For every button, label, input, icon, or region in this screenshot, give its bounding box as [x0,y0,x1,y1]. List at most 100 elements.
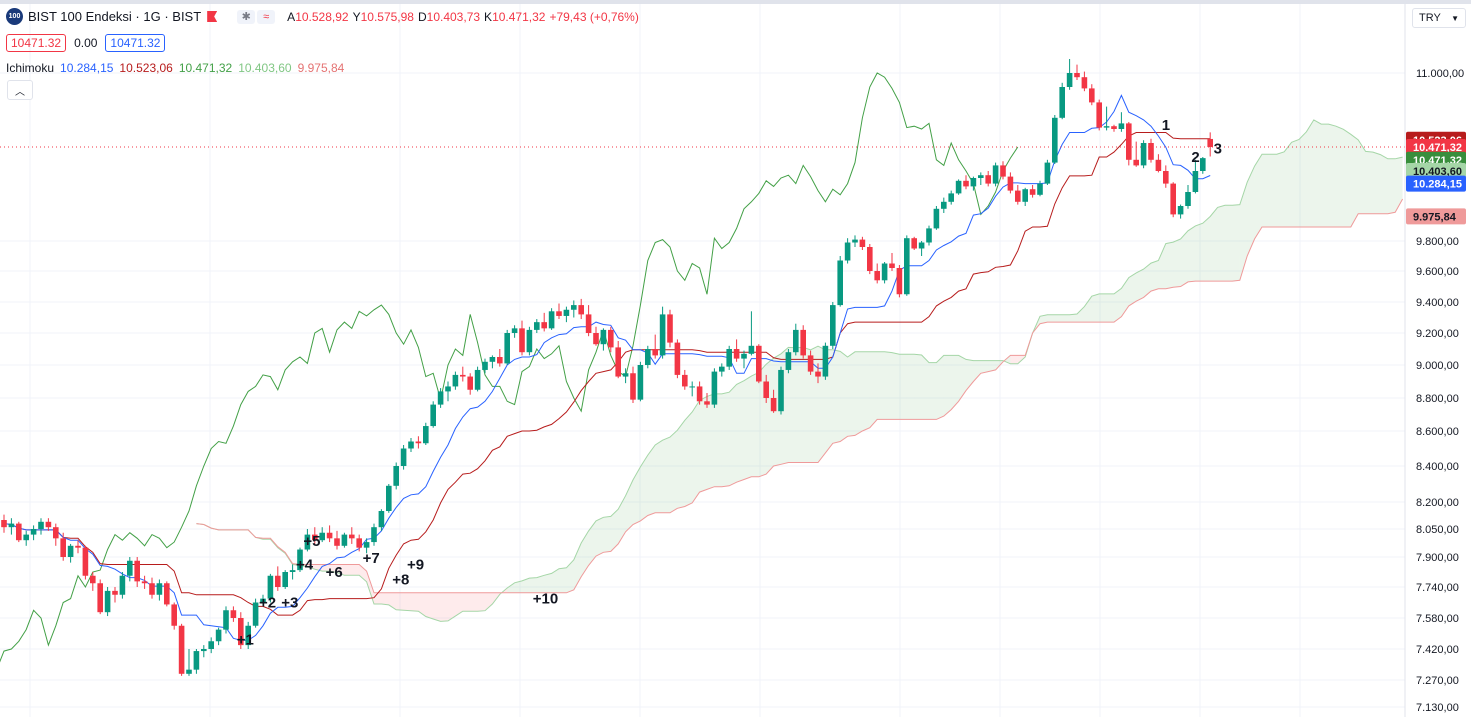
candle [30,525,37,541]
candle-body [1140,143,1147,166]
cloud-segment [921,355,929,420]
candle-body [1207,138,1213,148]
candle [756,344,762,384]
candle-body [867,247,873,271]
candle-body [201,649,207,652]
y-tick-label: 9.000,00 [1416,360,1459,372]
sell-price-button[interactable]: 10471.32 [6,34,67,52]
snowflake-icon[interactable]: ✱ [237,9,256,24]
candle-body [186,669,192,674]
candle-body [785,352,792,370]
wave-label: 2 [1191,149,1199,166]
candle-body [541,322,547,329]
candle-body [704,401,710,405]
candle [830,302,836,349]
cloud-segment [840,351,848,442]
candle-body [1148,143,1154,160]
candle-body [622,373,629,377]
candle [992,162,999,187]
candle [1148,138,1154,163]
cloud-segment [514,580,522,593]
cloud-segment [1136,269,1144,302]
candle [1185,185,1191,209]
wave-label: +4 [296,557,314,574]
candles [1,59,1213,676]
candle [341,532,348,548]
cloud-segment [522,578,530,593]
candle [112,587,118,603]
approx-icon[interactable]: ≈ [257,9,276,24]
candle-body [659,314,666,356]
candle [985,171,991,187]
candle [186,649,192,676]
cloud-segment [1350,134,1359,227]
symbol-title[interactable]: BIST 100 Endeksi · 1G · BIST [28,9,202,24]
candle-body [1007,176,1014,191]
cloud-segment [1276,151,1285,227]
candle-body [896,268,903,295]
cloud-segment [359,564,367,582]
candle [526,326,533,356]
candle [282,570,288,589]
candle [104,587,111,617]
candle [741,350,747,369]
cloud-segment [662,437,670,513]
y-tick-label: 7.420,00 [1416,644,1459,656]
candle-body [948,193,954,202]
candle [304,529,311,552]
candle [696,381,703,405]
collapse-legend-button[interactable]: ︿ [7,80,33,100]
candle-body [652,349,658,356]
candle-body [156,583,163,595]
candle [874,263,880,284]
candle [548,308,555,330]
bist-logo[interactable]: 100 [6,8,23,25]
cloud-segment [655,440,663,513]
candle-body [415,441,422,444]
candle-body [1163,171,1169,184]
candle [970,176,977,191]
indicator-name[interactable]: Ichimoku [6,61,55,75]
candle-body [1170,183,1176,215]
cloud-segment [329,564,337,573]
candle [312,527,318,544]
cloud-segment [1047,314,1055,323]
buy-price-button[interactable]: 10471.32 [105,34,166,52]
candle [1177,204,1184,219]
candle-body [252,602,259,626]
cloud-segment [714,393,722,487]
candle-body [563,309,570,316]
cloud-segment [951,355,959,410]
candle-body [793,329,799,353]
high-value: 10.575,98 [360,9,414,24]
candle [682,369,688,390]
flag-icon[interactable] [207,11,218,22]
candle [297,547,303,572]
candle [563,306,570,323]
currency-select[interactable]: TRY ▼ [1412,8,1466,28]
candle [45,518,52,531]
price-tag-box [1406,139,1466,156]
candle-body [45,521,52,528]
wave-label: +10 [533,591,558,608]
price-tag: 10.471,32 [1406,139,1466,156]
y-tick-label: 9.800,00 [1416,236,1459,248]
candle-body [630,373,636,400]
candle [593,326,599,346]
candle-body [97,583,103,613]
cloud-segment [973,360,981,382]
candle-body [275,575,281,587]
candle-body [852,239,858,243]
candle-body [1155,159,1162,171]
cloud-segment [766,358,774,475]
y-tick-label: 7.270,00 [1416,675,1459,687]
candle-body [963,180,969,187]
candle-body [955,180,962,194]
cloud-segment [684,412,693,507]
candle [193,649,200,674]
spread-value: 0.00 [74,36,98,50]
cloud-segment [803,347,811,463]
candle-body [881,263,888,281]
candle [1074,64,1080,80]
